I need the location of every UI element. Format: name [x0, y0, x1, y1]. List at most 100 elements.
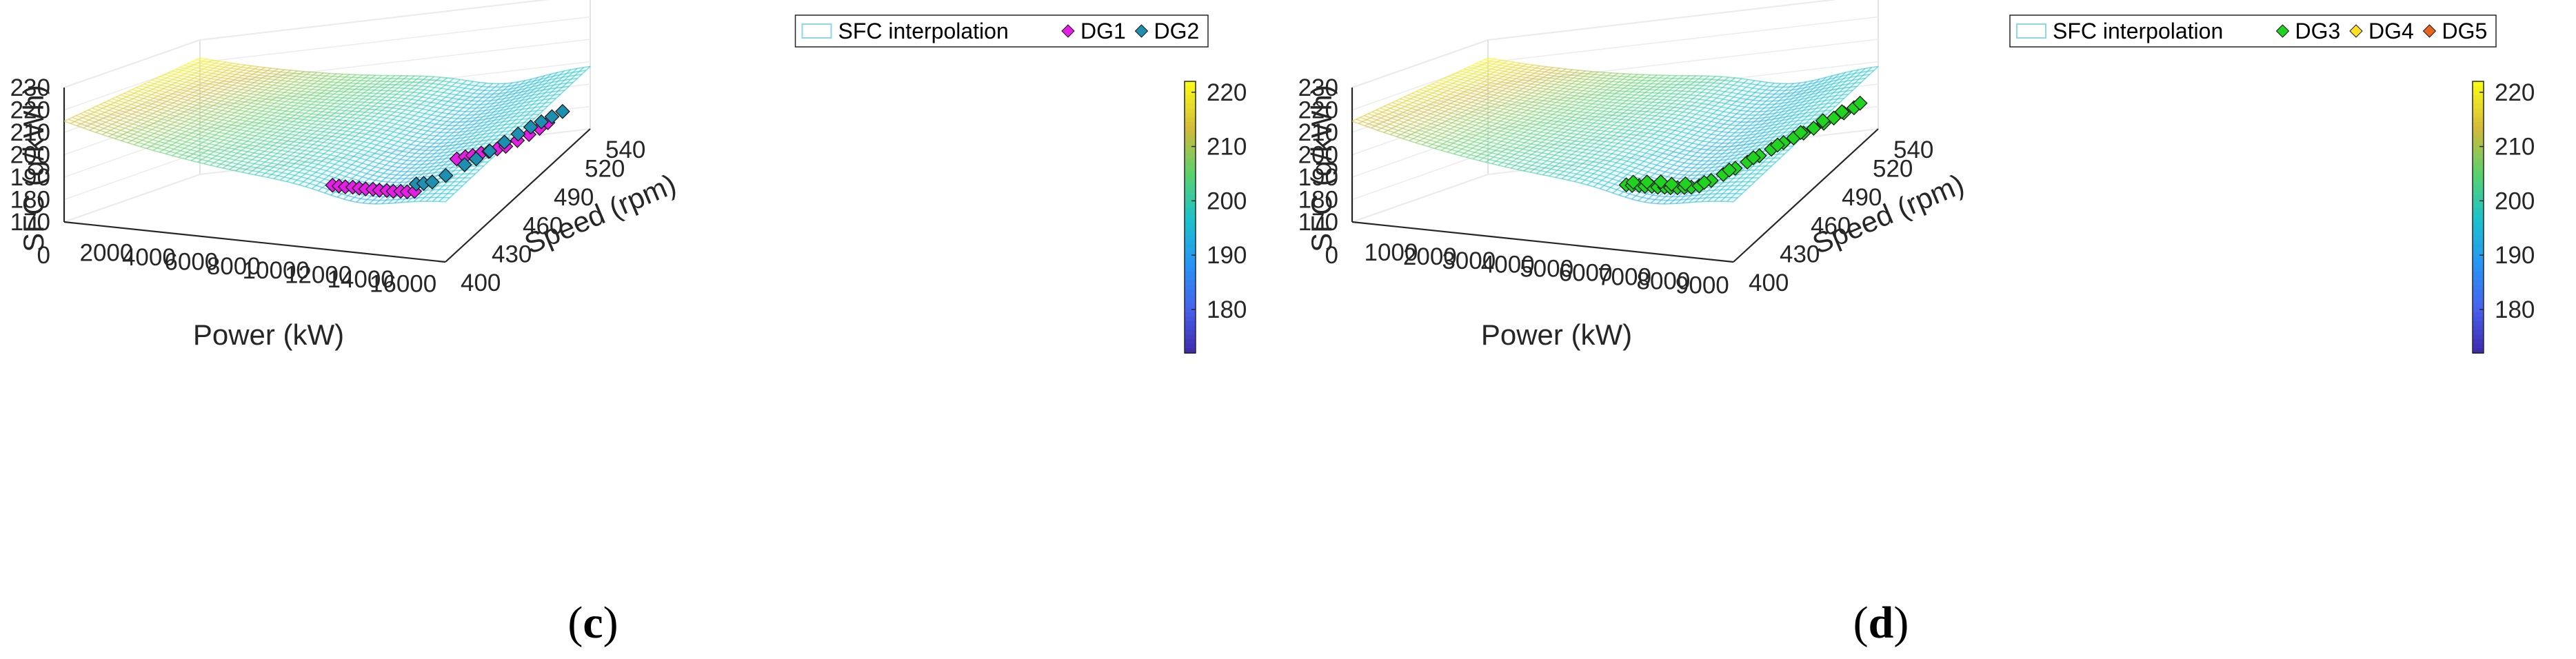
- surface-wire: [262, 157, 270, 160]
- surface-patch: [391, 84, 403, 88]
- surface-wire: [396, 181, 401, 187]
- surface-patch: [418, 194, 429, 199]
- surface-wire: [401, 134, 407, 139]
- surface-wire: [387, 139, 392, 144]
- surface-wire: [243, 143, 250, 146]
- surface-patch: [440, 129, 452, 133]
- surface-wire: [318, 190, 325, 194]
- surface-patch: [411, 85, 422, 90]
- surface-patch: [527, 77, 539, 83]
- surface-wire: [359, 141, 365, 146]
- surface-patch: [387, 88, 399, 92]
- surface-patch: [477, 86, 489, 91]
- surface-wire: [319, 145, 326, 148]
- surface-patch: [515, 105, 526, 111]
- surface-wire: [463, 103, 468, 108]
- surface-wire: [119, 119, 127, 123]
- surface-patch: [509, 106, 520, 112]
- surface-wire: [332, 168, 338, 173]
- surface-wire: [461, 99, 466, 104]
- surface-wire: [375, 106, 381, 110]
- surface-wire: [292, 167, 297, 172]
- surface-patch: [434, 149, 445, 154]
- surface-patch: [455, 121, 466, 126]
- surface-patch: [352, 108, 363, 112]
- surface-wire: [470, 85, 476, 90]
- surface-wire: [456, 91, 461, 96]
- surface-patch: [436, 77, 447, 81]
- surface-wire: [281, 172, 289, 175]
- surface-wire: [144, 143, 151, 147]
- surface-patch: [519, 101, 531, 107]
- surface-patch: [434, 190, 446, 194]
- surface-wire: [146, 111, 153, 114]
- surface-wire: [199, 128, 207, 130]
- surface-patch: [350, 80, 361, 84]
- surface-patch: [443, 142, 454, 147]
- surface-wire: [383, 169, 388, 174]
- surface-wire: [272, 152, 278, 157]
- surface-wire: [197, 148, 202, 152]
- surface-wire: [259, 143, 267, 145]
- surface-wire: [450, 125, 456, 130]
- surface-wire: [264, 150, 272, 153]
- surface-wire: [290, 178, 298, 181]
- surface-patch: [507, 113, 518, 119]
- surface-wire: [341, 165, 348, 169]
- surface-patch: [355, 95, 367, 99]
- surface-wire: [432, 91, 438, 96]
- surface-wire: [330, 143, 336, 145]
- surface-patch: [514, 80, 525, 85]
- surface-wire: [374, 149, 380, 154]
- surface-wire: [289, 141, 294, 145]
- surface-wire: [443, 88, 448, 94]
- surface-patch: [345, 98, 356, 102]
- surface-patch: [375, 200, 386, 204]
- surface-patch: [397, 75, 408, 79]
- surface-wire: [407, 99, 412, 103]
- surface-wire: [307, 178, 314, 181]
- surface-wire: [239, 168, 247, 170]
- surface-wire: [283, 143, 290, 145]
- surface-wire: [305, 173, 312, 176]
- surface-patch: [465, 97, 476, 101]
- surface-patch: [389, 81, 400, 85]
- surface-wire: [446, 117, 452, 122]
- surface-wire: [379, 159, 384, 164]
- surface-wire: [306, 151, 312, 155]
- surface-wire: [157, 110, 164, 114]
- surface-patch: [494, 134, 505, 140]
- surface-patch: [490, 128, 501, 134]
- surface-wire: [247, 148, 252, 152]
- surface-wire: [151, 119, 158, 122]
- surface-patch: [348, 86, 359, 90]
- surface-wire: [383, 172, 390, 175]
- surface-patch: [485, 132, 496, 137]
- surface-wire: [330, 163, 335, 168]
- surface-patch: [443, 181, 454, 186]
- surface-wire: [157, 145, 162, 149]
- surface-patch: [521, 79, 532, 85]
- surface-wire: [339, 174, 346, 177]
- surface-wire: [389, 157, 394, 163]
- surface-wire: [385, 164, 392, 168]
- surface-wire: [264, 148, 270, 152]
- surface-wire: [462, 80, 467, 85]
- surface-patch: [390, 91, 401, 94]
- surface-wire: [271, 174, 279, 176]
- surface-wire: [225, 143, 233, 146]
- surface-patch: [521, 86, 532, 92]
- surface-wire: [351, 150, 359, 154]
- surface-wire: [312, 130, 317, 135]
- surface-patch: [455, 140, 467, 145]
- surface-patch: [487, 116, 499, 122]
- surface-wire: [490, 139, 495, 144]
- surface-patch: [434, 168, 445, 173]
- surface-wire: [170, 123, 177, 127]
- surface-wire: [245, 155, 250, 159]
- surface-patch: [413, 197, 425, 202]
- surface-patch: [528, 103, 539, 109]
- surface-wire: [336, 152, 341, 157]
- surface-wire: [274, 135, 279, 140]
- surface-wire: [341, 120, 347, 124]
